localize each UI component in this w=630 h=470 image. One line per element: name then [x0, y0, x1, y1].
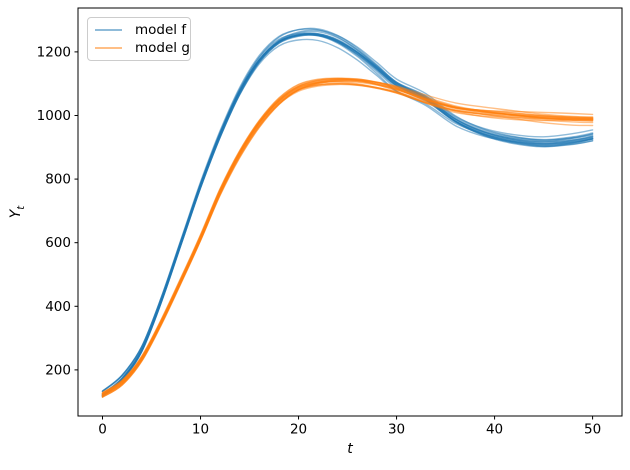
- ensemble-line-model-f: [101, 34, 594, 396]
- legend-label: model f: [135, 22, 187, 38]
- y-tick-label: 1000: [37, 108, 71, 124]
- x-tick-label: 10: [192, 422, 209, 438]
- ensemble-line-model-g: [101, 78, 594, 393]
- ensemble-line-model-g: [101, 83, 594, 398]
- ensemble-line-model-g: [101, 77, 594, 394]
- y-axis-label-base: Y: [8, 209, 24, 219]
- ensemble-line-model-g: [101, 82, 594, 398]
- ensemble-line-model-g: [101, 80, 594, 397]
- legend-line-sample-g: [95, 47, 122, 49]
- y-axis-label-sub: t: [15, 205, 27, 210]
- x-tick-label: 50: [584, 422, 601, 438]
- legend: model f model g: [87, 17, 191, 61]
- y-tick-label: 200: [45, 362, 71, 378]
- ensemble-line-model-g: [101, 79, 594, 395]
- ensemble-line-model-g: [101, 82, 594, 395]
- ensemble-line-model-f: [101, 34, 594, 392]
- ensemble-line-model-f: [101, 34, 594, 397]
- legend-entry-model-g: model g: [95, 40, 190, 56]
- x-tick-label: 30: [388, 422, 405, 438]
- ensemble-line-model-g: [101, 79, 594, 395]
- ensemble-line-model-f: [101, 33, 594, 398]
- ensemble-line-model-f: [101, 33, 594, 397]
- x-tick-label: 40: [486, 422, 503, 438]
- ensemble-line-model-g: [101, 77, 594, 395]
- y-tick-label: 800: [45, 172, 71, 188]
- ensemble-line-model-f: [101, 32, 594, 397]
- ensemble-line-model-f: [101, 33, 594, 397]
- y-tick-label: 400: [45, 299, 71, 315]
- ensemble-line-model-f: [101, 32, 594, 396]
- y-tick-label: 1200: [37, 44, 71, 60]
- ensemble-line-model-g: [101, 79, 594, 396]
- ensemble-line-model-f: [101, 32, 594, 392]
- y-tick-label: 600: [45, 235, 71, 251]
- legend-line-sample-f: [95, 29, 122, 31]
- x-axis-label: t: [347, 441, 353, 457]
- ensemble-line-model-f: [101, 33, 594, 395]
- ensemble-line-model-g: [101, 81, 594, 397]
- ensemble-line-model-g: [101, 80, 594, 397]
- ensemble-line-model-f: [101, 32, 594, 395]
- axes-spines: [77, 7, 623, 417]
- ensemble-line-model-g: [101, 77, 594, 394]
- ensemble-line-model-f: [101, 38, 594, 397]
- legend-entry-model-f: model f: [95, 22, 187, 38]
- legend-label: model g: [135, 40, 190, 56]
- ensemble-line-model-g: [101, 78, 594, 395]
- ensemble-line-model-g: [101, 78, 594, 397]
- ensemble-line-model-g: [101, 83, 594, 398]
- ensemble-line-model-f: [101, 30, 594, 396]
- x-tick-label: 20: [290, 422, 307, 438]
- x-tick-label: 0: [98, 422, 107, 438]
- y-axis-label: Yt: [1, 195, 31, 229]
